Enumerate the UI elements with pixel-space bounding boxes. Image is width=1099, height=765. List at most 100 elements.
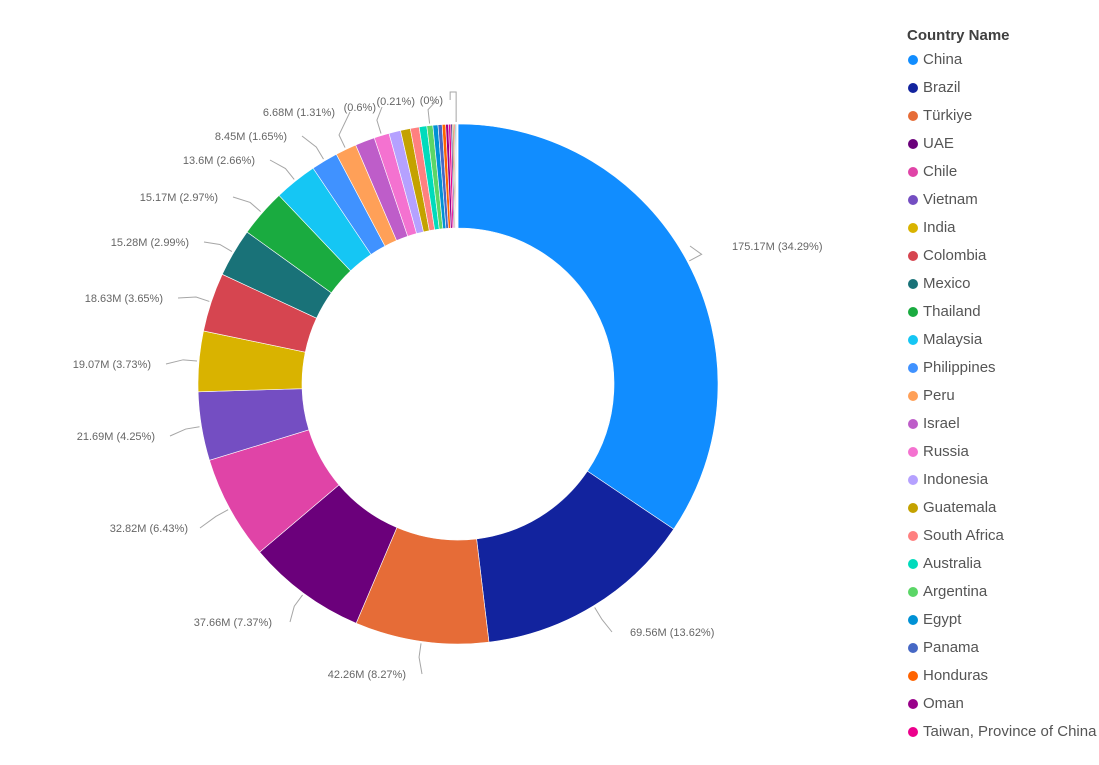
- leader-line-india: [165, 359, 198, 365]
- legend-item-colombia[interactable]: Colombia: [907, 242, 1099, 270]
- legend-label: Russia: [923, 443, 969, 460]
- legend-item-peru[interactable]: Peru: [907, 382, 1099, 410]
- legend-label: UAE: [923, 135, 954, 152]
- donut-chart: 175.17M (34.29%) 69.56M (13.62%) 42.26M (8…: [73, 91, 823, 681]
- legend-item-uae[interactable]: UAE: [907, 130, 1099, 158]
- legend-swatch: [908, 587, 918, 597]
- data-label-india: 19.07M (3.73%): [73, 359, 151, 371]
- data-label-uae: 37.66M (7.37%): [194, 617, 272, 629]
- legend-label: Panama: [923, 639, 979, 656]
- data-label-china: 175.17M (34.29%): [732, 241, 823, 253]
- legend-label: Israel: [923, 415, 960, 432]
- legend-swatch: [908, 335, 918, 345]
- data-label-vietnam: 21.69M (4.25%): [77, 431, 155, 443]
- data-label-malaysia: 13.6M (2.66%): [183, 155, 255, 167]
- legend-swatch: [908, 699, 918, 709]
- legend-item-honduras[interactable]: Honduras: [907, 662, 1099, 690]
- data-label-other-5: (0%): [420, 95, 443, 107]
- leader-line-peru: [338, 111, 351, 148]
- leader-line-china: [689, 245, 703, 262]
- legend-label: Indonesia: [923, 471, 989, 488]
- legend-item-south-africa[interactable]: South Africa: [907, 522, 1099, 550]
- legend-swatch: [908, 195, 918, 205]
- legend-swatch: [908, 643, 918, 653]
- legend-swatch: [908, 111, 918, 121]
- data-label-mexico: 15.28M (2.99%): [111, 237, 189, 249]
- legend-label: China: [923, 51, 963, 68]
- data-label-thailand: 15.17M (2.97%): [140, 192, 218, 204]
- legend-item-panama[interactable]: Panama: [907, 634, 1099, 662]
- legend-item-russia[interactable]: Russia: [907, 438, 1099, 466]
- legend-swatch: [908, 419, 918, 429]
- legend-swatch: [908, 363, 918, 373]
- legend-swatch: [908, 727, 918, 737]
- legend-item-israel[interactable]: Israel: [907, 410, 1099, 438]
- leader-line-t-rkiye: [418, 643, 423, 675]
- legend-label: Brazil: [923, 79, 961, 96]
- legend-item-t-rkiye[interactable]: Türkiye: [907, 102, 1099, 130]
- legend-item-chile[interactable]: Chile: [907, 158, 1099, 186]
- legend-item-philippines[interactable]: Philippines: [907, 354, 1099, 382]
- data-label-peru: 6.68M (1.31%): [263, 107, 335, 119]
- leader-line-mexico: [203, 241, 233, 253]
- legend-swatch: [908, 139, 918, 149]
- data-label-russia: (0.6%): [344, 102, 376, 114]
- legend-swatch: [908, 503, 918, 513]
- leader-lines: [165, 91, 703, 675]
- legend-swatch: [908, 279, 918, 289]
- legend-list: China Brazil Türkiye UAE Chile Vietnam India Co…: [907, 46, 1099, 746]
- legend-label: Chile: [923, 163, 958, 180]
- legend-item-guatemala[interactable]: Guatemala: [907, 494, 1099, 522]
- legend-label: Oman: [923, 695, 964, 712]
- legend-item-indonesia[interactable]: Indonesia: [907, 466, 1099, 494]
- legend-swatch: [908, 447, 918, 457]
- legend-item-australia[interactable]: Australia: [907, 550, 1099, 578]
- legend-item-china[interactable]: China: [907, 46, 1099, 74]
- legend-item-thailand[interactable]: Thailand: [907, 298, 1099, 326]
- slices: [197, 123, 719, 645]
- legend-swatch: [908, 615, 918, 625]
- legend-label: Thailand: [923, 303, 981, 320]
- leader-line-brazil: [594, 607, 613, 633]
- leader-line-philippines: [301, 135, 324, 160]
- legend-label: South Africa: [923, 527, 1004, 544]
- legend-title: Country Name: [907, 27, 1010, 44]
- legend-item-india[interactable]: India: [907, 214, 1099, 242]
- data-label-brazil: 69.56M (13.62%): [630, 627, 714, 639]
- legend-swatch: [908, 475, 918, 485]
- legend-item-vietnam[interactable]: Vietnam: [907, 186, 1099, 214]
- leader-line-argentina: [427, 100, 437, 124]
- leader-line-thailand: [232, 196, 261, 213]
- legend-item-taiwan-province-of-china[interactable]: Taiwan, Province of China: [907, 718, 1099, 746]
- legend-label: Colombia: [923, 247, 987, 264]
- legend-label: Australia: [923, 555, 982, 572]
- legend-label: India: [923, 219, 956, 236]
- legend-label: Vietnam: [923, 191, 978, 208]
- leader-line-uae: [289, 594, 303, 623]
- slice-china[interactable]: [457, 123, 719, 530]
- leader-line-colombia: [177, 296, 210, 302]
- leader-line-other-5: [449, 91, 457, 123]
- legend-label: Argentina: [923, 583, 988, 600]
- legend-swatch: [908, 391, 918, 401]
- leader-line-vietnam: [169, 426, 200, 437]
- data-label-argentina: (0.21%): [376, 96, 415, 108]
- legend-label: Guatemala: [923, 499, 997, 516]
- legend-item-egypt[interactable]: Egypt: [907, 606, 1099, 634]
- legend-item-oman[interactable]: Oman: [907, 690, 1099, 718]
- legend-swatch: [908, 223, 918, 233]
- legend-item-brazil[interactable]: Brazil: [907, 74, 1099, 102]
- legend-item-malaysia[interactable]: Malaysia: [907, 326, 1099, 354]
- legend-item-argentina[interactable]: Argentina: [907, 578, 1099, 606]
- data-label-chile: 32.82M (6.43%): [110, 523, 188, 535]
- legend-label: Philippines: [923, 359, 996, 376]
- data-label-philippines: 8.45M (1.65%): [215, 131, 287, 143]
- legend-swatch: [908, 671, 918, 681]
- legend-label: Egypt: [923, 611, 962, 628]
- leader-line-malaysia: [269, 159, 295, 180]
- legend-label: Malaysia: [923, 331, 983, 348]
- legend-swatch: [908, 83, 918, 93]
- legend-item-mexico[interactable]: Mexico: [907, 270, 1099, 298]
- legend-swatch: [908, 55, 918, 65]
- legend-swatch: [908, 559, 918, 569]
